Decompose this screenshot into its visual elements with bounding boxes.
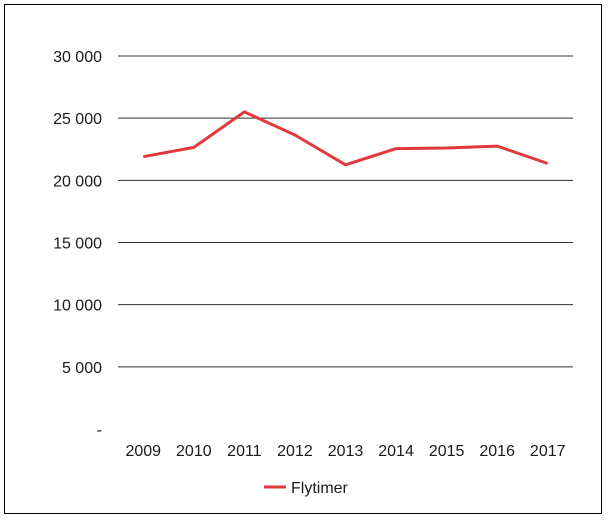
x-tick-label: 2011 xyxy=(227,443,262,460)
legend-label-flytimer: Flytimer xyxy=(291,480,349,497)
x-axis-ticks: 2009 2010 2011 2012 2013 2014 2015 2016 2017 xyxy=(125,443,565,460)
x-tick-label: 2010 xyxy=(176,443,212,460)
x-tick-label: 2012 xyxy=(277,443,313,460)
x-tick-label: 2016 xyxy=(479,443,515,460)
x-tick-label: 2009 xyxy=(125,443,161,460)
series-lines xyxy=(143,110,549,167)
series-line-flytimer xyxy=(143,110,549,167)
y-tick-label: 10 000 xyxy=(53,298,102,315)
chart-frame xyxy=(4,4,602,514)
y-tick-label: 20 000 xyxy=(53,173,102,190)
x-tick-label: 2015 xyxy=(429,443,465,460)
y-tick-label: 25 000 xyxy=(53,111,102,128)
y-axis-ticks: - 5 000 10 000 15 000 20 000 25 000 30 000 xyxy=(53,49,102,439)
y-tick-label: 5 000 xyxy=(62,360,102,377)
y-tick-label: 15 000 xyxy=(53,236,102,253)
gridlines xyxy=(118,55,573,368)
x-tick-label: 2014 xyxy=(378,443,414,460)
x-tick-label: 2017 xyxy=(530,443,566,460)
legend: Flytimer xyxy=(264,480,349,497)
y-tick-label: 30 000 xyxy=(53,49,102,66)
x-tick-label: 2013 xyxy=(328,443,364,460)
y-tick-label: - xyxy=(97,422,102,439)
